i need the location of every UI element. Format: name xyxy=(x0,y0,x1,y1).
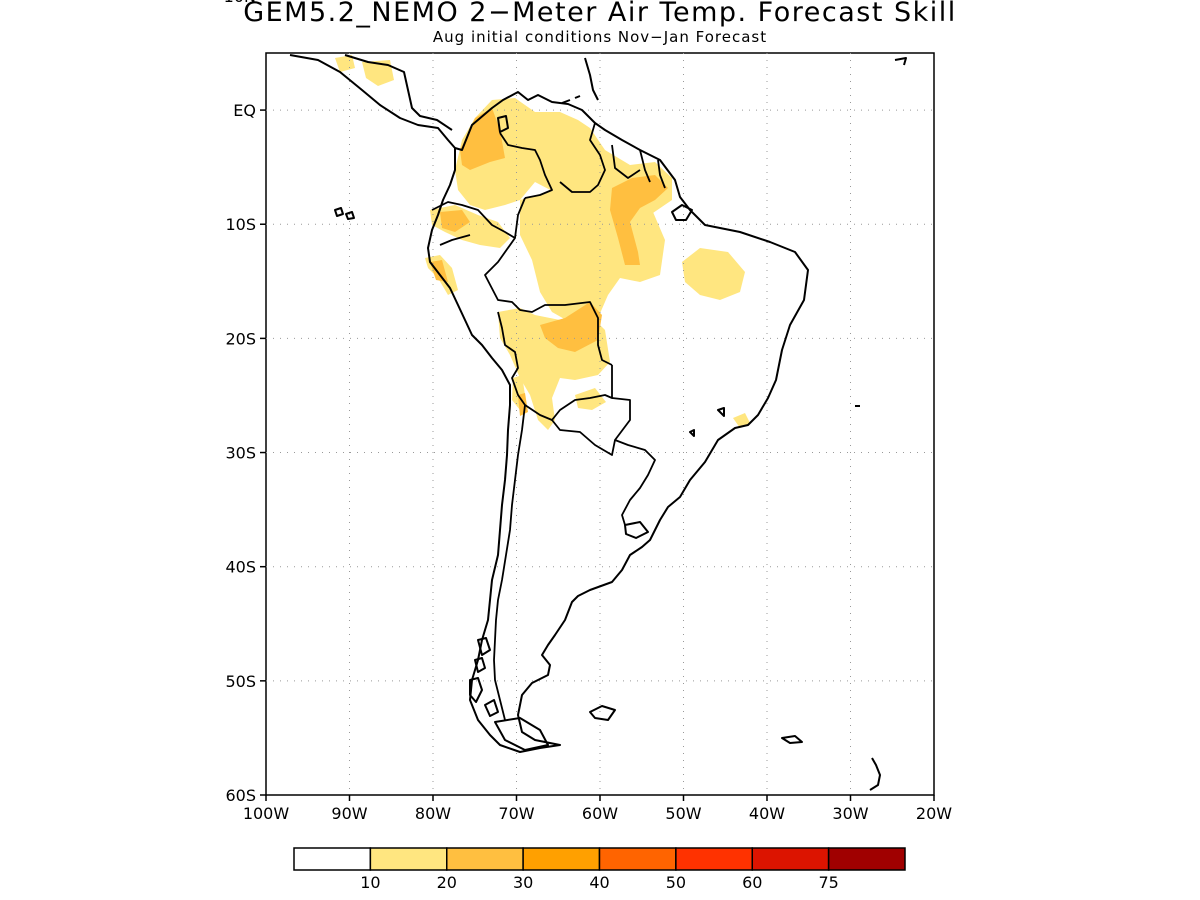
south-america-coast xyxy=(427,91,809,753)
atlantic-islands xyxy=(689,405,860,437)
lat-tick-label: 10N xyxy=(224,0,256,6)
lon-tick-label: 40W xyxy=(749,804,785,823)
lat-tick-label: 10S xyxy=(225,215,256,234)
amazon-estuary xyxy=(671,204,693,221)
tierra-del-fuego xyxy=(494,717,549,751)
skill-region-bolivia-core xyxy=(540,302,602,352)
caribbean-islands xyxy=(561,57,907,104)
skill-region-central-america xyxy=(335,55,394,86)
colorbar-label: 30 xyxy=(513,873,533,892)
border-venezuela-guyana xyxy=(559,122,606,193)
lat-tick-label: 50S xyxy=(225,672,256,691)
lon-tick-label: 80W xyxy=(415,804,451,823)
lon-tick-label: 30W xyxy=(832,804,868,823)
lon-tick-label: 90W xyxy=(331,804,367,823)
colorbar-label: 60 xyxy=(742,873,762,892)
skill-region-brazil-northeast xyxy=(682,248,745,300)
skill-region-paraguay xyxy=(575,388,606,410)
border-ecuador xyxy=(431,201,516,246)
border-bolivia xyxy=(524,365,613,421)
map-title: GEM5.2_NEMO 2−Meter Air Temp. Forecast S… xyxy=(243,0,957,28)
colorbar-swatch xyxy=(827,847,906,871)
colorbar-label: 20 xyxy=(437,873,457,892)
colorbar-swatch xyxy=(293,847,372,871)
skill-shading xyxy=(335,55,750,430)
border-paraguay xyxy=(551,397,631,456)
lat-tick-label: 60S xyxy=(225,786,256,805)
rio-de-la-plata xyxy=(624,521,649,539)
lat-tick-label: 40S xyxy=(225,558,256,577)
falkland-islands xyxy=(589,705,616,721)
border-argentina-chile xyxy=(493,404,526,721)
colorbar-swatch xyxy=(369,847,448,871)
lon-tick-label: 60W xyxy=(582,804,618,823)
map-subtitle: Aug initial conditions Nov−Jan Forecast xyxy=(432,28,768,46)
colorbar: 10 20 30 40 50 60 75 xyxy=(293,847,906,892)
colorbar-label: 50 xyxy=(666,873,686,892)
border-suriname-guiana xyxy=(639,149,666,189)
lat-tick-label: 20S xyxy=(225,329,256,348)
colorbar-swatch xyxy=(675,847,753,871)
border-colombia-venezuela xyxy=(499,132,553,199)
lon-tick-label: 20W xyxy=(916,804,952,823)
colorbar-swatch xyxy=(446,847,524,871)
south-georgia xyxy=(781,735,803,744)
lon-tick-label: 100W xyxy=(243,804,290,823)
border-peru-bolivia-chile xyxy=(497,311,526,406)
colorbar-swatch xyxy=(522,847,601,871)
longitude-tick-labels: 100W 90W 80W 70W 60W 50W 40W 30W 20W xyxy=(243,795,952,823)
skill-region-ecuador-core xyxy=(440,210,470,232)
galapagos-islands xyxy=(334,207,355,220)
lon-tick-label: 50W xyxy=(665,804,701,823)
chilean-archipelago xyxy=(469,637,499,717)
colorbar-label: 10 xyxy=(360,873,380,892)
central-america-coast xyxy=(289,54,456,149)
border-guyana-suriname xyxy=(611,144,641,179)
border-argentina-brazil-uruguay xyxy=(614,439,656,526)
graticule xyxy=(266,53,934,795)
south-sandwich-islands xyxy=(869,757,881,791)
lake-maracaibo xyxy=(497,115,509,133)
skill-region-colombia-core xyxy=(460,108,505,170)
colorbar-label: 40 xyxy=(589,873,609,892)
lat-tick-label: 30S xyxy=(225,444,256,463)
lat-tick-label: EQ xyxy=(233,101,256,120)
country-borders xyxy=(431,122,666,721)
skill-region-brazil-southeast xyxy=(733,413,750,428)
border-brazil-west xyxy=(484,197,613,366)
skill-region-guiana-core xyxy=(610,175,668,265)
lon-tick-label: 70W xyxy=(498,804,534,823)
skill-region-peru-core xyxy=(430,260,448,282)
latitude-tick-labels: 10N EQ 10S 20S 30S 40S 50S 60S xyxy=(224,0,266,805)
colorbar-swatch xyxy=(751,847,830,871)
colorbar-swatch xyxy=(598,847,677,871)
coastlines xyxy=(289,54,907,791)
colorbar-label: 75 xyxy=(818,873,838,892)
